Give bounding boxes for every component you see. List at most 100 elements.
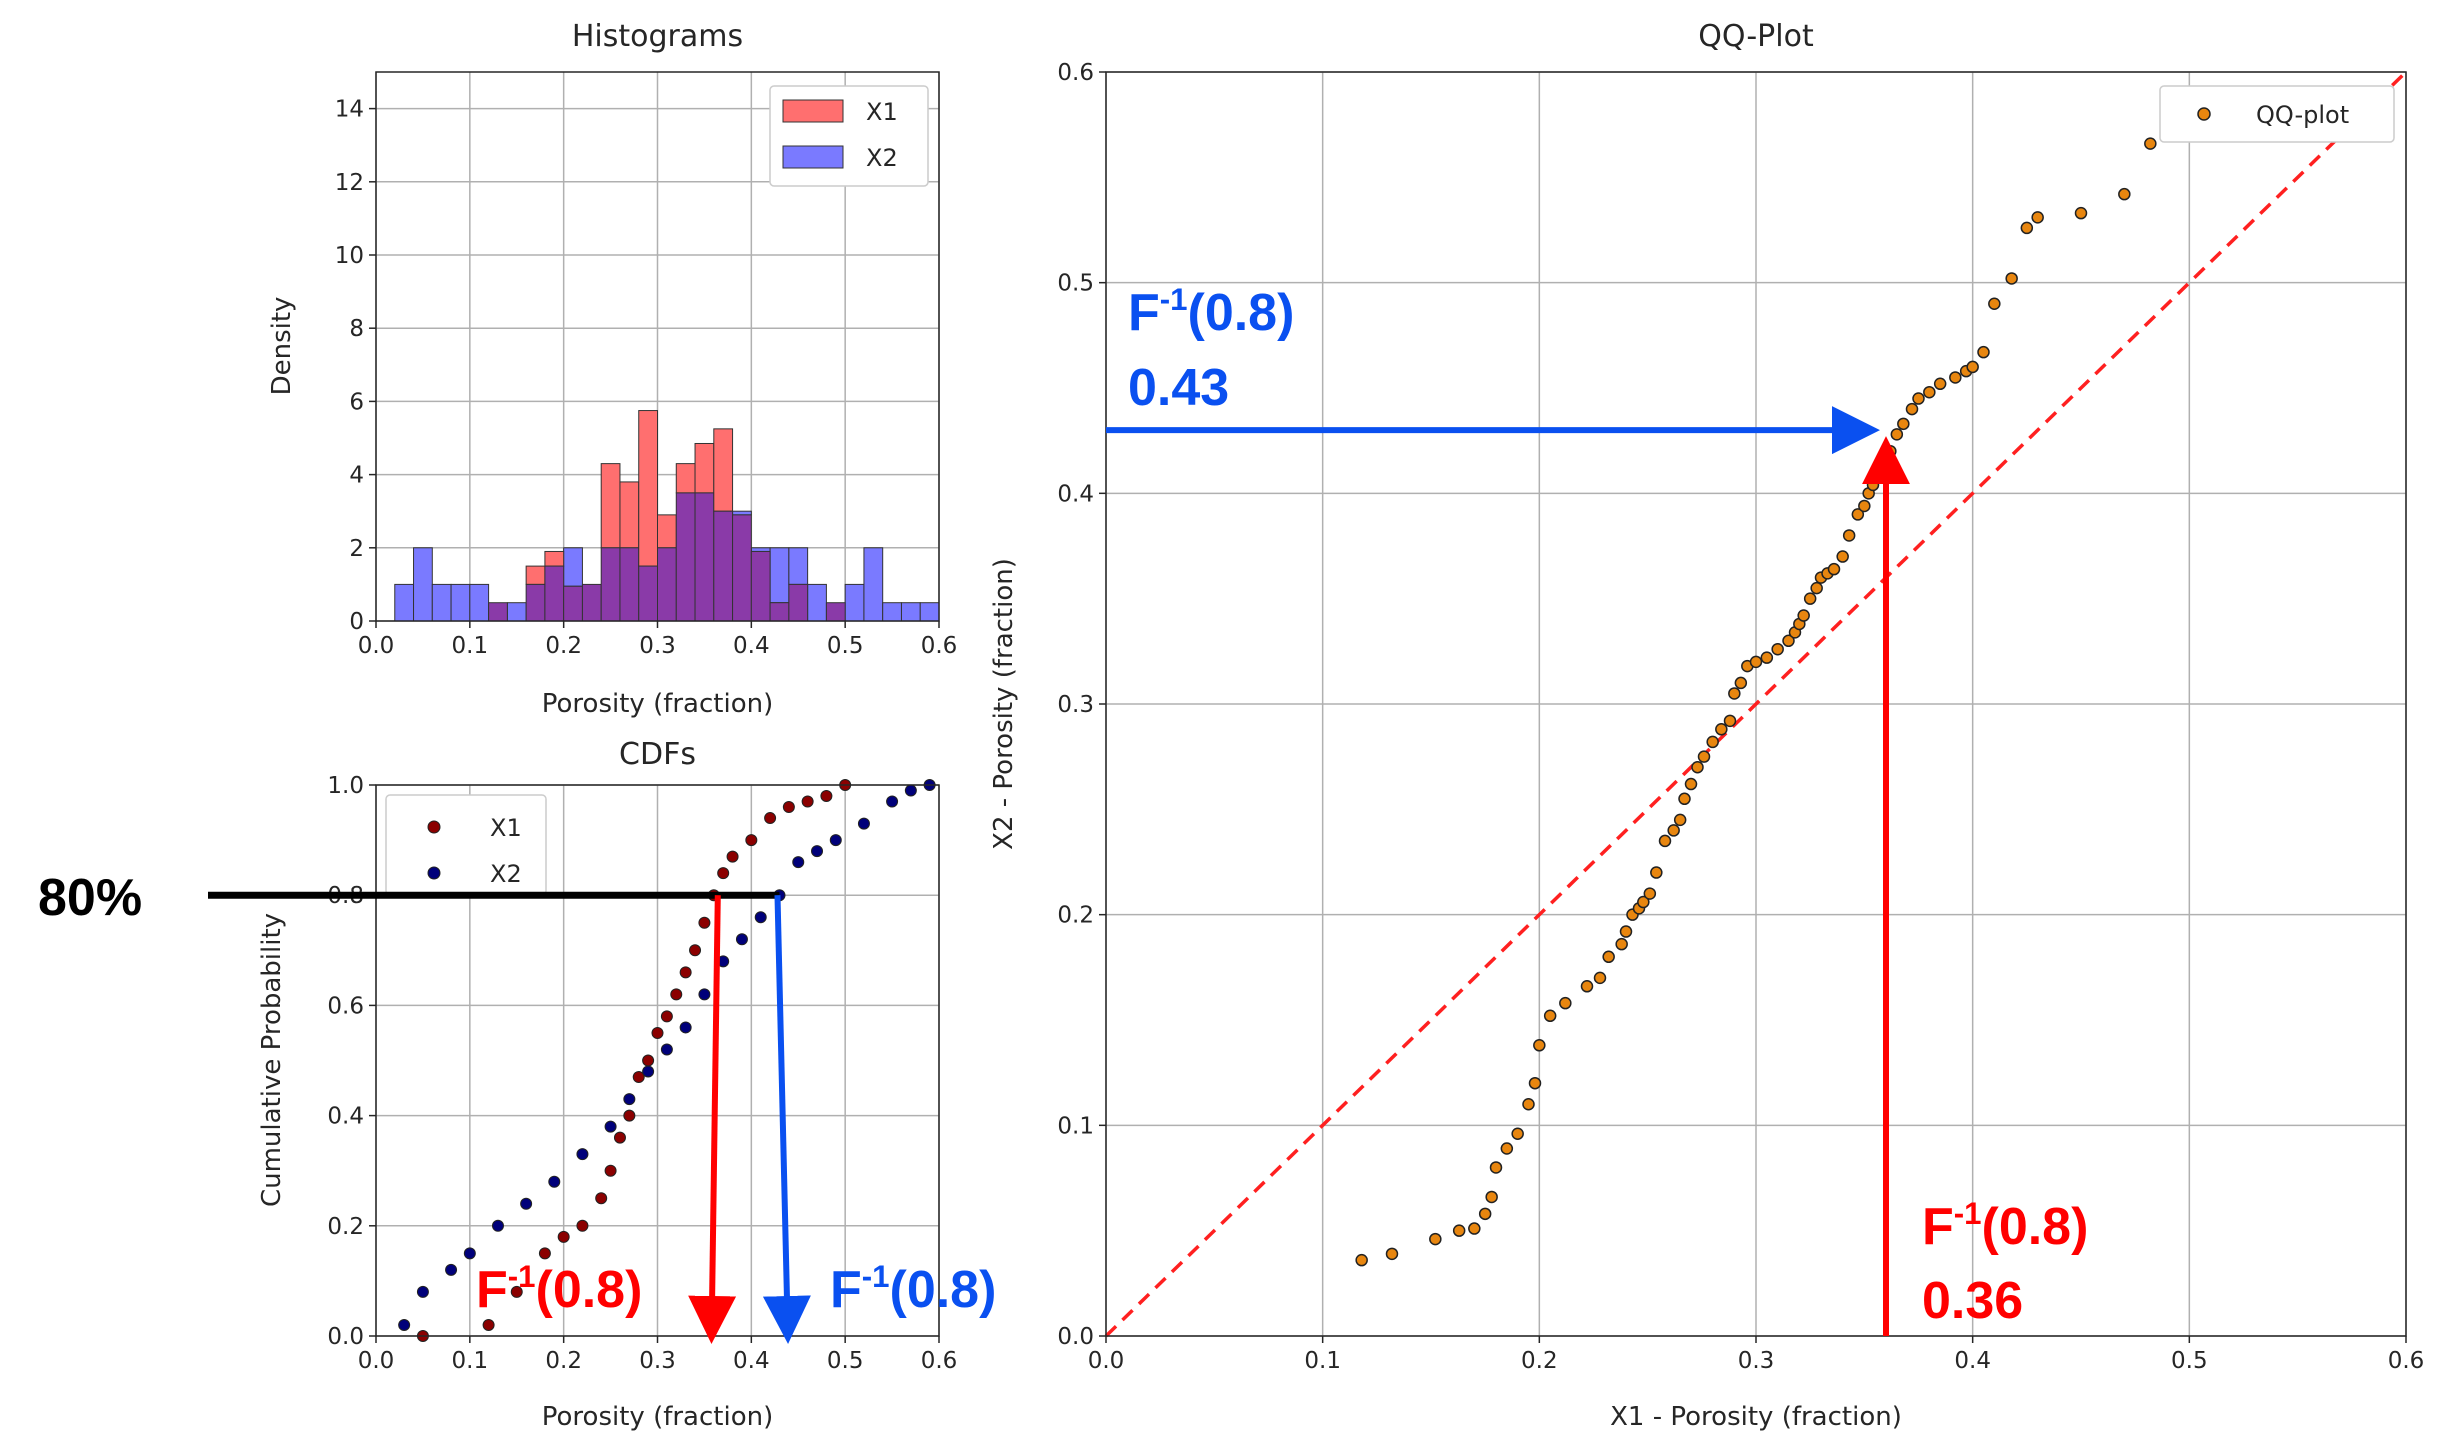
qq-point (2144, 137, 2157, 150)
qq-point (2118, 187, 2131, 201)
histogram-bar-x2 (844, 583, 865, 622)
qq-point (1643, 887, 1657, 900)
axes-frame (1105, 71, 2407, 1337)
cdf-point-x1 (595, 1192, 608, 1205)
histogram-bar-x2 (882, 602, 902, 622)
qq-point (1673, 813, 1687, 827)
y-tick-label: 0.0 (1057, 1324, 1094, 1350)
histogram-bar-x2 (788, 547, 809, 585)
y-tick-label: 10 (335, 243, 364, 269)
cdf-point-x1 (679, 966, 692, 979)
histogram-bars-x2 (394, 510, 940, 622)
qq-point (1528, 1076, 1542, 1090)
qq-point (1511, 1127, 1524, 1141)
y-tick-label: 0.2 (1057, 903, 1094, 929)
qq-point (1966, 360, 1979, 374)
qq-point (1884, 444, 1897, 458)
histogram-title: Histograms (572, 19, 743, 54)
histogram-bar-x1 (657, 514, 677, 549)
x2-quantile-label: F-1(0.8) (830, 1259, 996, 1319)
y-tick-label: 2 (349, 536, 364, 562)
qq-point (1478, 1207, 1492, 1221)
qq-point (1658, 834, 1672, 848)
histogram-bar-overlap (825, 602, 846, 622)
cdf-panel: 0.00.10.20.30.40.50.60.00.20.40.60.81.0 … (38, 737, 996, 1432)
x-tick-label: 0.2 (1521, 1348, 1558, 1374)
qq-point (1522, 1098, 1535, 1111)
histogram-bars-x1 (488, 410, 846, 622)
cdf-point-x1 (482, 1318, 495, 1331)
histogram-bar-x1 (600, 463, 621, 549)
x-tick-label: 0.1 (1304, 1348, 1341, 1374)
axes-frame (375, 784, 940, 1337)
qq-point (1988, 297, 2001, 310)
qq-point (1715, 723, 1728, 736)
qq-point (1836, 550, 1849, 563)
cdf-point-x2 (698, 988, 711, 1001)
cdf-point-x2 (416, 1285, 429, 1298)
y-tick-label: 0.2 (327, 1214, 364, 1240)
qq-point (1760, 651, 1774, 664)
cdf-point-x1 (698, 916, 711, 929)
qq-xlabel: X1 - Porosity (fraction) (1610, 1402, 1902, 1432)
cdf-point-x2 (548, 1175, 561, 1188)
histogram-panel: 0.0 0.1 0.2 0.3 0.4 0.5 0.6 0 2 4 6 8 10 12 14 Histogr… (267, 19, 957, 719)
histogram-bar-overlap (638, 565, 659, 622)
qq-point (1697, 750, 1711, 763)
x-tick-label: 0.6 (2388, 1348, 2425, 1374)
histogram-axes: 0.0 0.1 0.2 0.3 0.4 0.5 0.6 0 2 4 6 8 10 12 14 (335, 71, 957, 659)
qq-point (1949, 371, 1962, 384)
qq-point (1933, 377, 1947, 391)
legend-marker-qq (2197, 107, 2211, 121)
probability-label: 80% (38, 869, 142, 927)
qq-point (1797, 609, 1810, 622)
x-tick-label: 0.2 (545, 633, 582, 659)
y-tick-label: 1.0 (327, 773, 364, 799)
y-tick-label: 12 (335, 170, 364, 196)
y-tick-label: 0.6 (1057, 60, 1094, 86)
qq-point (1905, 402, 1919, 416)
cdf-point-x1 (726, 850, 739, 863)
qq-point (1559, 996, 1572, 1010)
cdf-point-x2 (604, 1120, 617, 1133)
legend-marker-x1 (427, 820, 441, 834)
qq-panel: 0.0 0.1 0.2 0.3 0.4 0.5 0.6 0.0 0.1 0.2 0.3 0.4 0.5 0… (989, 19, 2424, 1432)
qq-point (1827, 562, 1841, 576)
qq-ylabel: X2 - Porosity (fraction) (989, 558, 1019, 850)
cdf-point-x1 (576, 1219, 589, 1232)
cdf-point-x2 (576, 1148, 589, 1161)
histogram-bar-x2 (563, 547, 583, 587)
y-tick-label: 0.0 (327, 1324, 364, 1350)
qq-points (1355, 137, 2157, 1267)
x2-quantile-label: F-1(0.8) (1128, 282, 1294, 342)
histogram-bar-x2 (769, 547, 790, 604)
axes-frame (375, 71, 940, 622)
cdf-point-x1 (660, 1010, 673, 1023)
qq-point (2031, 211, 2044, 224)
x-tick-label: 0.0 (358, 633, 395, 659)
cdf-xlabel: Porosity (fraction) (542, 1402, 773, 1432)
histogram-bar-overlap (525, 583, 546, 622)
qq-point (1728, 687, 1741, 700)
histogram-bar-x1 (525, 565, 546, 585)
qq-axes: 0.0 0.1 0.2 0.3 0.4 0.5 0.6 0.0 0.1 0.2 0.3 0.4 0.5 0… (1057, 60, 2424, 1374)
cdf-point-x1 (510, 1285, 523, 1298)
qq-point (1782, 634, 1795, 648)
qq-legend: QQ-plot (2159, 85, 2395, 143)
y-tick-label: 4 (349, 463, 364, 489)
cdf-point-x2 (857, 817, 870, 830)
cdf-point-x1 (623, 1109, 636, 1122)
qq-point (1866, 478, 1880, 492)
cdf-point-x2 (811, 845, 824, 858)
histogram-xlabel: Porosity (fraction) (542, 689, 773, 719)
histogram-bar-x2 (469, 583, 490, 622)
qq-point (1385, 1247, 1399, 1261)
x-tick-label: 0.5 (827, 1348, 864, 1374)
x-tick-label: 0.6 (921, 1348, 958, 1374)
legend-swatch-x2 (782, 145, 844, 169)
cdf-point-x1 (745, 834, 758, 847)
cdf-point-x1 (604, 1164, 617, 1177)
y-tick-label: 8 (349, 316, 364, 342)
legend-marker-x2 (427, 866, 441, 880)
